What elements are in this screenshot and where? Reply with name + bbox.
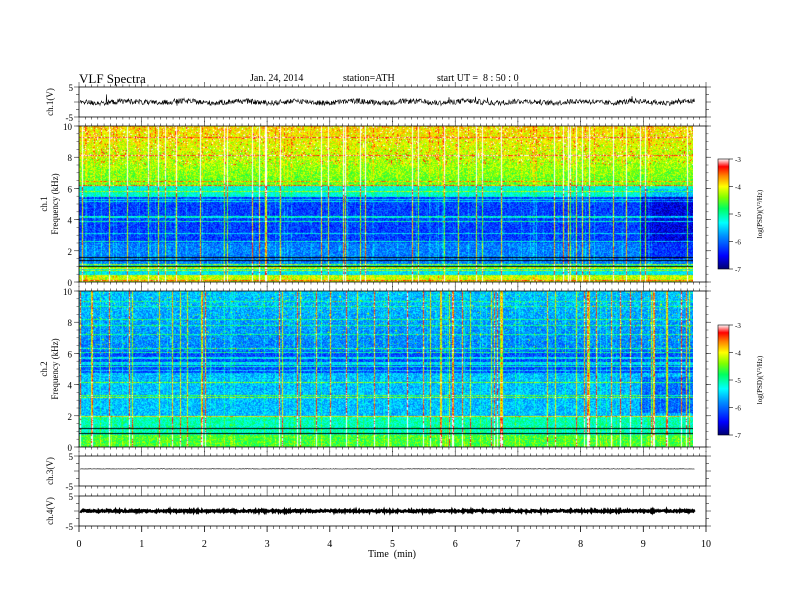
ch2-spectrogram-panel (78, 290, 707, 448)
y-tick-label: 5 (69, 83, 74, 93)
ch1-spectrogram-ylabel: Frequency (kHz) (50, 173, 60, 234)
ch1-spectrogram-image (79, 126, 693, 282)
ch3-waveform-ylabel: ch.3(V) (45, 457, 55, 485)
y-tick-label: 5 (69, 492, 74, 502)
x-tick-label: 5 (390, 539, 395, 550)
ch1-spectrogram-panel (78, 125, 707, 283)
ch2-colorbar: -3 -4 -5 -6 -7 log(PSD)(V²/Hz) (717, 322, 764, 440)
y-tick-label: 4 (68, 216, 73, 226)
y-tick-label: 4 (68, 381, 73, 391)
colorbar-tick-label: -5 (735, 377, 741, 385)
x-tick-label: 8 (578, 539, 583, 550)
station-label: station=ATH (343, 73, 395, 84)
date-label: Jan. 24, 2014 (250, 73, 304, 84)
ch1-colorbar: -3 -4 -5 -6 -7 log(PSD)(V²/Hz) (717, 156, 764, 274)
x-tick-label: 7 (515, 539, 520, 550)
y-tick-label: 5 (69, 452, 74, 462)
x-tick-label: 10 (701, 539, 711, 550)
x-axis: 0 1 2 3 4 5 6 7 8 9 10 (77, 526, 711, 550)
y-tick-label: 10 (63, 287, 73, 297)
ch2-spectrogram-image (79, 291, 693, 447)
colorbar-tick-label: -3 (735, 322, 741, 330)
y-tick-label: 2 (68, 247, 73, 257)
colorbar-tick-label: -6 (735, 239, 741, 247)
ch1-waveform-panel (78, 86, 707, 118)
ch3-waveform-panel (78, 455, 707, 487)
colorbar-tick-label: -6 (735, 405, 741, 413)
y-tick-label: 2 (68, 412, 73, 422)
ch2-colorbar-gradient (717, 324, 730, 436)
x-axis-label: Time (min) (368, 549, 416, 560)
y-tick-label: 6 (68, 349, 73, 359)
x-tick-label: 0 (77, 539, 82, 550)
ch1-colorbar-label: log(PSD)(V²/Hz) (756, 189, 764, 238)
x-tick-label: 6 (453, 539, 458, 550)
x-tick-label: 2 (202, 539, 207, 550)
ch4-waveform-trace (79, 506, 696, 517)
colorbar-tick-label: -5 (735, 211, 741, 219)
y-tick-label: 8 (68, 153, 73, 163)
colorbar-tick-label: -7 (735, 432, 741, 440)
x-tick-label: 4 (327, 539, 332, 550)
waveform-line (79, 94, 695, 107)
ch1-colorbar-ticks: -3 -4 -5 -6 -7 (729, 156, 741, 274)
y-tick-label: -5 (66, 113, 74, 123)
waveform-line (79, 506, 696, 517)
spectrogram-raster (79, 126, 693, 282)
colorbar-tick-label: -4 (735, 184, 741, 192)
y-tick-label: 0 (68, 278, 73, 288)
colorbar-tick-label: -3 (735, 156, 741, 164)
x-tick-label: 9 (641, 539, 646, 550)
ch3-waveform-frame (78, 455, 707, 487)
y-tick-label: -5 (66, 522, 74, 532)
y-tick-label: 6 (68, 184, 73, 194)
x-tick-label: 3 (265, 539, 270, 550)
ch1-waveform-trace (79, 94, 695, 107)
colorbar-tick-label: -4 (735, 350, 741, 358)
spectrogram-raster (79, 291, 693, 447)
ch2-spectrogram-ylabel: Frequency (kHz) (50, 338, 60, 399)
y-tick-label: 10 (63, 122, 73, 132)
y-tick-label: 8 (68, 318, 73, 328)
y-tick-label: -5 (66, 482, 74, 492)
chart-title: VLF Spectra (79, 71, 146, 86)
colorbar-tick-label: -7 (735, 266, 741, 274)
ch1-spectrogram-ylabel-top: ch.1 (39, 196, 49, 211)
ch4-waveform-panel (78, 495, 707, 527)
ch1-colorbar-gradient (717, 158, 730, 270)
x-tick-label: 1 (139, 539, 144, 550)
start-time-label: start UT = 8 : 50 : 0 (437, 73, 519, 84)
panel-time-ticks (78, 82, 707, 496)
ch4-waveform-ylabel: ch.4(V) (45, 497, 55, 525)
ch2-colorbar-ticks: -3 -4 -5 -6 -7 (729, 322, 741, 440)
y-tick-label: 0 (68, 443, 73, 453)
ch2-colorbar-label: log(PSD)(V²/Hz) (756, 355, 764, 404)
ch2-spectrogram-ylabel-top: ch.2 (39, 361, 49, 376)
ch1-waveform-ylabel: ch.1(V) (45, 88, 55, 116)
